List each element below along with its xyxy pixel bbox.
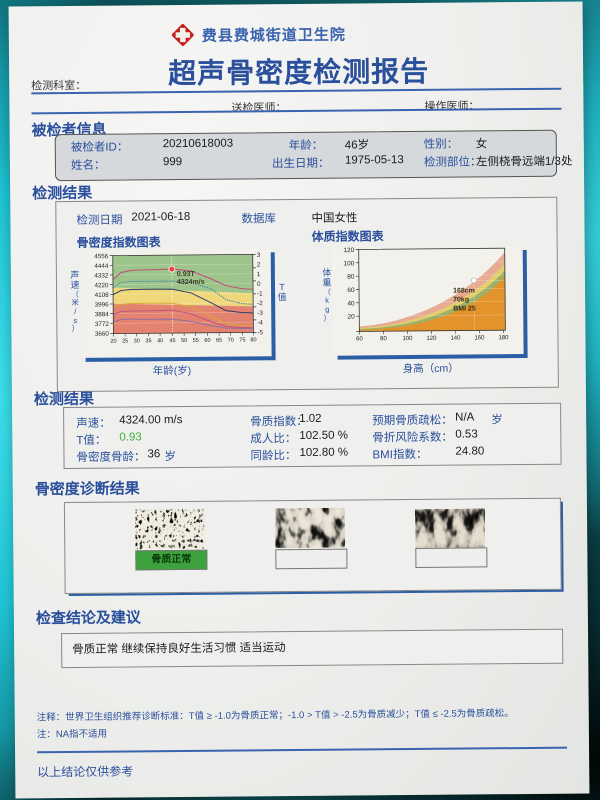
svg-text:50: 50	[181, 338, 187, 344]
svg-text:160: 160	[474, 335, 485, 341]
svg-text:70: 70	[228, 338, 234, 344]
svg-text:80: 80	[250, 337, 256, 343]
svg-text:100: 100	[343, 260, 354, 267]
svg-text:4556: 4556	[94, 253, 109, 260]
svg-text:4220: 4220	[94, 282, 109, 289]
svg-text:75: 75	[239, 337, 245, 343]
svg-text:1: 1	[257, 271, 261, 278]
svg-text:3884: 3884	[95, 311, 110, 318]
svg-text:-1: -1	[257, 291, 263, 298]
svg-text:60: 60	[204, 338, 210, 344]
svg-text:0.93T: 0.93T	[177, 271, 196, 278]
svg-text:60: 60	[347, 287, 355, 294]
svg-text:3660: 3660	[95, 331, 110, 338]
svg-text:120: 120	[426, 336, 437, 342]
svg-text:120: 120	[343, 247, 354, 254]
svg-text:70kg: 70kg	[453, 297, 469, 304]
svg-text:BMI 25: BMI 25	[453, 305, 476, 312]
svg-text:-2: -2	[257, 300, 263, 307]
svg-text:3772: 3772	[95, 321, 110, 328]
svg-text:30: 30	[134, 338, 140, 344]
svg-text:40: 40	[347, 300, 355, 307]
svg-text:45: 45	[169, 338, 175, 344]
svg-text:168cm: 168cm	[453, 287, 475, 294]
svg-text:60: 60	[356, 336, 363, 342]
svg-text:35: 35	[145, 338, 151, 344]
svg-text:80: 80	[380, 336, 387, 342]
svg-text:2: 2	[257, 262, 261, 269]
svg-text:4324m/s: 4324m/s	[177, 279, 205, 286]
svg-text:40: 40	[157, 338, 163, 344]
svg-text:65: 65	[216, 338, 222, 344]
svg-text:100: 100	[402, 336, 413, 342]
svg-text:4108: 4108	[95, 292, 110, 299]
svg-text:0: 0	[257, 281, 261, 288]
svg-text:3996: 3996	[95, 301, 110, 308]
svg-text:80: 80	[347, 274, 355, 281]
svg-text:4332: 4332	[94, 272, 109, 279]
svg-text:20: 20	[348, 314, 356, 321]
svg-text:55: 55	[193, 338, 199, 344]
svg-text:-5: -5	[257, 329, 263, 336]
svg-text:180: 180	[498, 335, 509, 341]
svg-text:3: 3	[257, 252, 261, 259]
svg-text:-4: -4	[257, 320, 263, 327]
svg-text:20: 20	[110, 339, 116, 345]
svg-text:25: 25	[122, 338, 128, 344]
svg-text:140: 140	[450, 336, 461, 342]
svg-text:-3: -3	[257, 310, 263, 317]
svg-text:4444: 4444	[94, 263, 109, 270]
